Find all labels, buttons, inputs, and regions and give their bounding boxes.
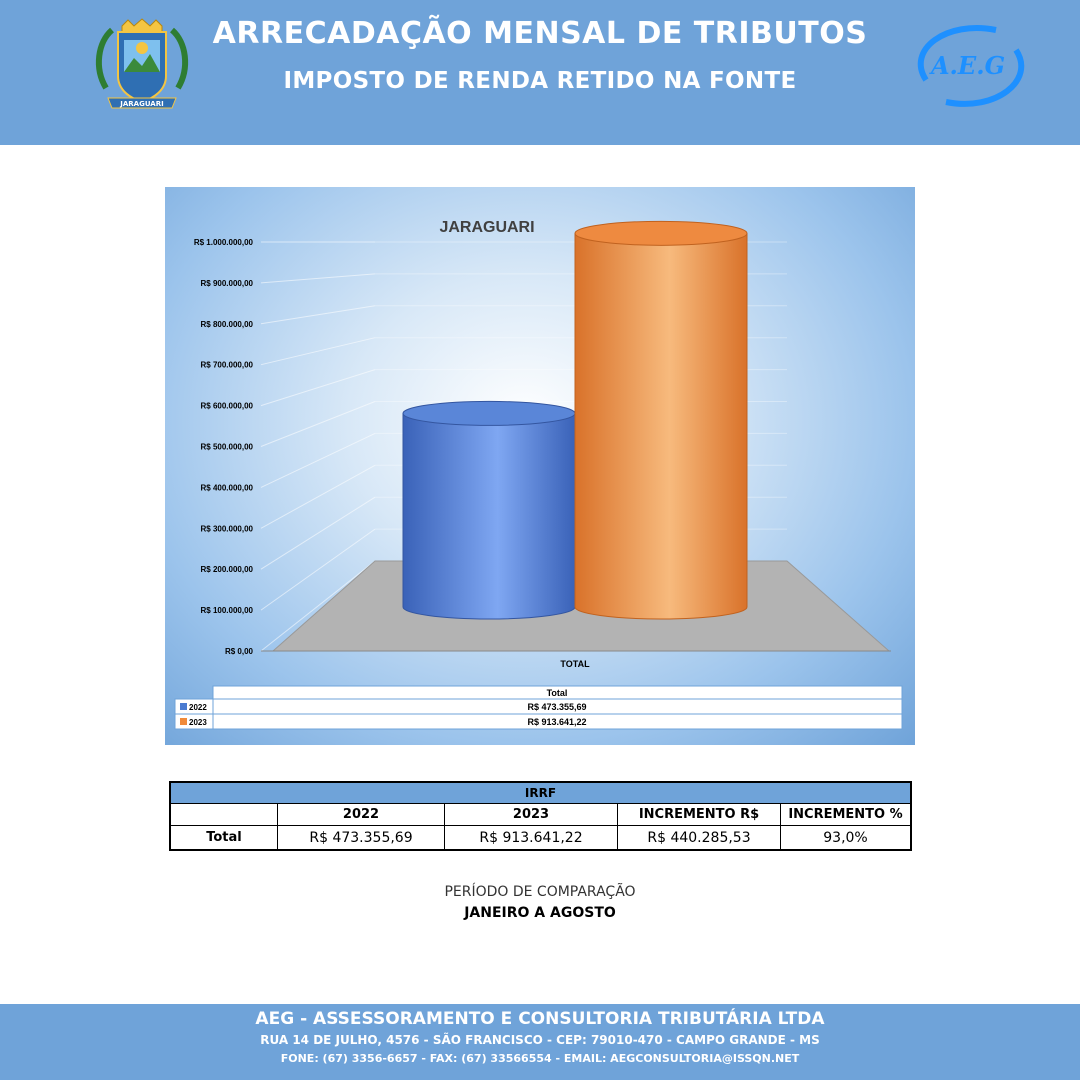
grid-line (260, 432, 376, 488)
svg-text:A.E.G: A.E.G (929, 51, 1005, 80)
y-tick-label: R$ 900.000,00 (201, 279, 254, 288)
bar-body (402, 412, 576, 620)
bar-2022 (402, 400, 576, 620)
grid-line (260, 305, 376, 325)
bar-chart: JARAGUARI R$ 0,00 R$ 100.000,00 R$ 200.000… (174, 219, 903, 730)
legend-key-2023 (180, 718, 187, 725)
header-banner: JARAGUARI ARRECADAÇÃO MENSAL DE TRIBUTOS… (0, 0, 1080, 145)
table-title: IRRF (169, 781, 912, 804)
table-cell: R$ 913.641,22 (444, 825, 618, 851)
page-subtitle: IMPOSTO DE RENDA RETIDO NA FONTE (283, 68, 797, 94)
y-axis: R$ 0,00 R$ 100.000,00 R$ 200.000,00 R$ 300.… (194, 238, 254, 656)
period-value: JANEIRO A AGOSTO (464, 905, 616, 921)
table-columns-row: 2022 2023 INCREMENTO R$ INCREMENTO % (169, 803, 912, 826)
svg-text:JARAGUARI: JARAGUARI (119, 100, 163, 108)
table-header-row: IRRF (169, 781, 912, 804)
grid-line (260, 401, 376, 447)
bars-group (402, 220, 748, 620)
legend-key-2022 (180, 703, 187, 710)
table-column-header: 2022 (277, 803, 445, 826)
y-tick-label: R$ 700.000,00 (201, 361, 254, 370)
footer-address: RUA 14 DE JULHO, 4576 - SÃO FRANCISCO - … (260, 1033, 820, 1047)
data-table-header: Total (547, 688, 568, 698)
aeg-logo: A.E.G (906, 20, 1036, 112)
data-table-row-label: 2022 (189, 703, 207, 712)
table-cell: R$ 440.285,53 (617, 825, 781, 851)
table-cell: 93,0% (780, 825, 912, 851)
grid-line (260, 496, 376, 570)
chart-panel: JARAGUARI R$ 0,00 R$ 100.000,00 R$ 200.000… (165, 187, 915, 745)
y-tick-label: R$ 800.000,00 (201, 320, 254, 329)
data-table-row-cell (212, 713, 903, 730)
grid-line (260, 369, 376, 407)
grid-line (260, 528, 376, 611)
bar-top (574, 220, 748, 246)
footer-contact: FONE: (67) 3356-6657 - FAX: (67) 3356655… (280, 1052, 800, 1065)
x-category-label: TOTAL (560, 659, 590, 669)
y-tick-label: R$ 200.000,00 (201, 565, 254, 574)
table-column-header: 2023 (444, 803, 618, 826)
footer-banner: AEG - ASSESSORAMENTO E CONSULTORIA TRIBU… (0, 1004, 1080, 1080)
period-label: PERÍODO DE COMPARAÇÃO (444, 884, 636, 900)
table-column-header: INCREMENTO % (780, 803, 912, 826)
grid-line (260, 337, 376, 366)
footer-company: AEG - ASSESSORAMENTO E CONSULTORIA TRIBU… (255, 1009, 825, 1029)
table-row-label: Total (169, 825, 278, 851)
grid-line (260, 273, 376, 284)
bar-body (574, 232, 748, 620)
y-tick-label: R$ 500.000,00 (201, 443, 254, 452)
coat-of-arms-logo: JARAGUARI (92, 18, 192, 114)
grid-line (260, 560, 376, 652)
bar-top (402, 400, 576, 426)
page-title: ARRECADAÇÃO MENSAL DE TRIBUTOS (212, 16, 868, 51)
data-table-row-value: R$ 473.355,69 (527, 702, 586, 712)
data-table-row-value: R$ 913.641,22 (527, 717, 586, 727)
y-tick-label: R$ 0,00 (225, 647, 254, 656)
grid-line (260, 464, 376, 529)
table-corner-cell (169, 803, 278, 826)
y-tick-label: R$ 300.000,00 (201, 524, 254, 533)
data-table-row-label: 2023 (189, 718, 207, 727)
y-tick-label: R$ 600.000,00 (201, 402, 254, 411)
y-tick-label: R$ 400.000,00 (201, 483, 254, 492)
irrf-table: IRRF 2022 2023 INCREMENTO R$ INCREMENTO … (169, 781, 912, 851)
bar-2023 (574, 220, 748, 620)
table-column-header: INCREMENTO R$ (617, 803, 781, 826)
table-cell: R$ 473.355,69 (277, 825, 445, 851)
table-row: Total R$ 473.355,69 R$ 913.641,22 R$ 440… (169, 825, 912, 851)
chart-title: JARAGUARI (439, 219, 534, 236)
y-tick-label: R$ 100.000,00 (201, 606, 254, 615)
chart-data-table: Total 2022 R$ 473.355,69 2023 R$ 913.641… (174, 685, 903, 730)
y-tick-label: R$ 1.000.000,00 (194, 238, 254, 247)
